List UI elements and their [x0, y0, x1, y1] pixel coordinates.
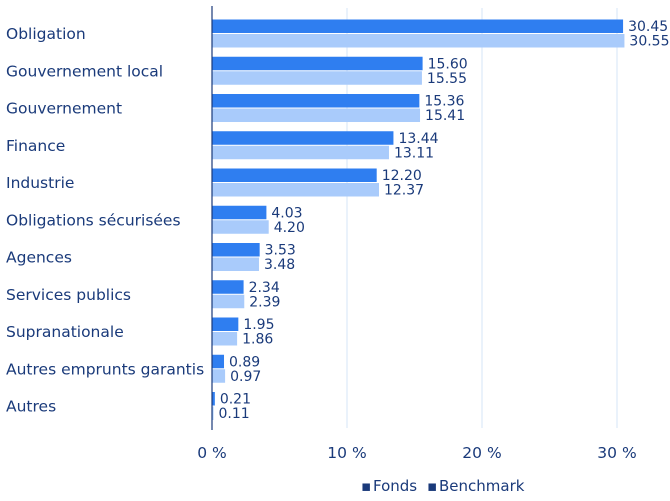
value-label-benchmark: 30.55 [629, 34, 669, 50]
bar-fonds [212, 280, 244, 294]
category-label: Autres [6, 398, 56, 416]
value-label-fonds: 13.44 [398, 131, 438, 147]
category-label: Obligation [6, 25, 86, 43]
category-label: Supranationale [6, 323, 124, 341]
bar-fonds [212, 56, 423, 71]
bar-benchmark [212, 34, 625, 48]
value-label-benchmark: 15.41 [425, 108, 465, 124]
bar-benchmark [212, 257, 259, 271]
value-label-benchmark: 15.55 [427, 71, 467, 87]
bar-fonds [212, 19, 624, 33]
legend-marker-benchmark: ▪ [427, 477, 437, 495]
value-label-benchmark: 2.39 [249, 294, 280, 310]
legend-label-benchmark: Benchmark [439, 477, 525, 495]
legend: ▪ Fonds ▪ Benchmark [361, 477, 525, 495]
bar-fonds [212, 168, 377, 182]
value-label-benchmark: 12.37 [384, 183, 424, 199]
grid-lines [346, 8, 618, 428]
value-label-fonds: 30.45 [628, 19, 668, 35]
value-label-fonds: 1.95 [243, 317, 274, 333]
bar-benchmark [212, 406, 214, 420]
value-label-fonds: 2.34 [249, 280, 280, 296]
value-label-benchmark: 4.20 [274, 220, 305, 236]
x-tick-label: 0 % [197, 444, 227, 462]
bar-fonds [212, 317, 239, 331]
category-label: Obligations sécurisées [6, 211, 181, 229]
bar-benchmark [212, 183, 379, 197]
value-label-benchmark: 0.97 [230, 369, 261, 385]
bar-fonds [212, 131, 394, 145]
value-label-benchmark: 13.11 [394, 145, 434, 161]
category-label: Gouvernement [6, 100, 122, 118]
legend-label-fonds: Fonds [373, 477, 417, 495]
category-label: Finance [6, 137, 65, 155]
value-label-fonds: 4.03 [271, 205, 302, 221]
bar-benchmark [212, 145, 389, 160]
value-label-fonds: 12.20 [382, 168, 422, 184]
category-label: Autres emprunts garantis [6, 360, 204, 378]
bar-benchmark [212, 369, 226, 383]
value-label-benchmark: 1.86 [242, 332, 273, 348]
category-label: Services publics [6, 286, 131, 304]
bar-fonds [212, 94, 420, 108]
value-label-benchmark: 0.11 [218, 406, 249, 422]
bar-benchmark [212, 294, 245, 309]
bar-fonds [212, 392, 215, 406]
x-tick-label: 10 % [327, 444, 366, 462]
bar-benchmark [212, 332, 238, 346]
value-label-fonds: 0.21 [220, 392, 251, 408]
bar-benchmark [212, 220, 269, 234]
category-label: Gouvernement local [6, 62, 163, 80]
value-label-benchmark: 3.48 [264, 257, 295, 273]
value-label-fonds: 15.36 [424, 94, 464, 110]
bar-benchmark [212, 71, 422, 85]
bar-benchmark [212, 108, 421, 122]
bar-fonds [212, 243, 260, 257]
value-label-fonds: 0.89 [229, 354, 260, 370]
category-label: Agences [6, 249, 72, 267]
bar-fonds [212, 354, 225, 369]
category-label: Industrie [6, 174, 74, 192]
bars [212, 19, 625, 420]
x-tick-label: 30 % [597, 444, 636, 462]
value-label-fonds: 3.53 [265, 243, 296, 259]
bar-fonds [212, 205, 267, 220]
legend-marker-fonds: ▪ [361, 477, 371, 495]
value-label-fonds: 15.60 [428, 56, 468, 72]
x-tick-label: 20 % [462, 444, 501, 462]
